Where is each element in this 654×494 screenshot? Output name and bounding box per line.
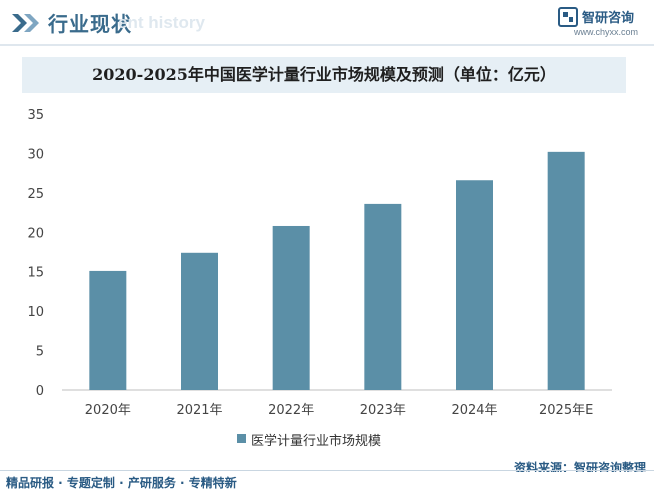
bar-2022年 <box>272 225 310 390</box>
y-tick-label: 5 <box>36 345 44 360</box>
bar-2023年 <box>364 203 402 390</box>
brand-logo-icon <box>558 7 578 27</box>
header-divider <box>0 44 654 46</box>
y-tick-label: 30 <box>27 147 44 162</box>
y-tick-label: 25 <box>27 187 44 202</box>
legend-label: 医学计量行业市场规模 <box>251 434 382 449</box>
bar-2024年 <box>456 180 493 390</box>
brand-url: www.chyxx.com <box>574 27 639 37</box>
y-tick-label: 0 <box>36 384 44 399</box>
bar-2020年 <box>89 270 127 390</box>
y-tick-label: 20 <box>27 226 44 241</box>
page-title: 行业现状 <box>48 12 132 36</box>
y-tick-label: 15 <box>27 266 44 281</box>
bar-2021年 <box>181 252 218 390</box>
header: 行业现状 ent history 智研咨询 www.chyxx.com <box>0 0 654 46</box>
bar-2025年E <box>547 151 585 390</box>
brand-name: 智研咨询 <box>582 11 635 26</box>
y-tick-label: 10 <box>27 305 44 320</box>
x-tick-label: 2023年 <box>360 403 406 418</box>
footer-tagline: 精品研报 · 专题定制 · 产研服务 · 专精特新 <box>6 476 237 490</box>
bar-chart: 0 5 10 15 20 25 30 35 2020年 2021年 2022年 2023年 2024年 2… <box>27 108 612 418</box>
footer-bar: 精品研报 · 专题定制 · 产研服务 · 专精特新 <box>0 472 654 494</box>
footer-divider <box>0 470 654 471</box>
header-watermark-text: ent history <box>118 13 205 32</box>
double-chevron-icon <box>12 14 39 32</box>
y-tick-label: 35 <box>27 108 44 123</box>
chart-title: 2020-2025年中国医学计量行业市场规模及预测（单位：亿元） <box>92 65 556 84</box>
x-tick-label: 2025年E <box>539 403 593 418</box>
x-tick-label: 2020年 <box>85 403 131 418</box>
legend-swatch <box>237 434 246 443</box>
chart-title-band: 2020-2025年中国医学计量行业市场规模及预测（单位：亿元） <box>22 57 626 93</box>
source-note: 资料来源：智研咨询整理 <box>513 461 646 475</box>
x-tick-label: 2024年 <box>451 403 497 418</box>
x-tick-label: 2021年 <box>176 403 222 418</box>
x-tick-label: 2022年 <box>268 403 314 418</box>
